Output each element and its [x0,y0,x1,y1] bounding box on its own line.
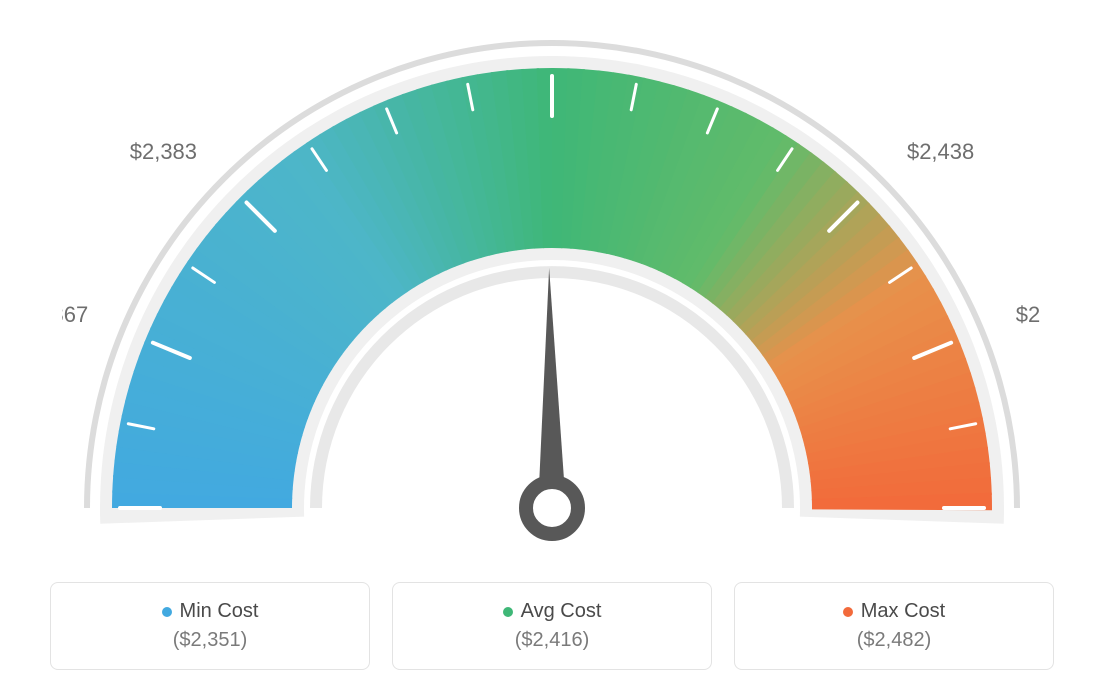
legend-row: Min Cost ($2,351) Avg Cost ($2,416) Max … [50,582,1054,670]
svg-text:$2,383: $2,383 [130,139,197,164]
svg-text:$2,367: $2,367 [62,302,88,327]
dot-icon [162,607,172,617]
gauge-chart: $2,351$2,367$2,383$2,416$2,438$2,460$2,4… [62,18,1042,578]
legend-card-min: Min Cost ($2,351) [50,582,370,670]
legend-title-min: Min Cost [162,600,259,623]
dot-icon [503,607,513,617]
legend-label: Avg Cost [521,600,602,623]
legend-title-max: Max Cost [843,600,945,623]
legend-value-avg: ($2,416) [515,629,590,652]
legend-label: Max Cost [861,600,945,623]
legend-card-avg: Avg Cost ($2,416) [392,582,712,670]
legend-label: Min Cost [180,600,259,623]
svg-text:$2,438: $2,438 [907,139,974,164]
svg-text:$2,460: $2,460 [1016,302,1042,327]
dot-icon [843,607,853,617]
legend-title-avg: Avg Cost [503,600,602,623]
legend-value-min: ($2,351) [173,629,248,652]
legend-card-max: Max Cost ($2,482) [734,582,1054,670]
legend-value-max: ($2,482) [857,629,932,652]
gauge-svg: $2,351$2,367$2,383$2,416$2,438$2,460$2,4… [62,18,1042,578]
